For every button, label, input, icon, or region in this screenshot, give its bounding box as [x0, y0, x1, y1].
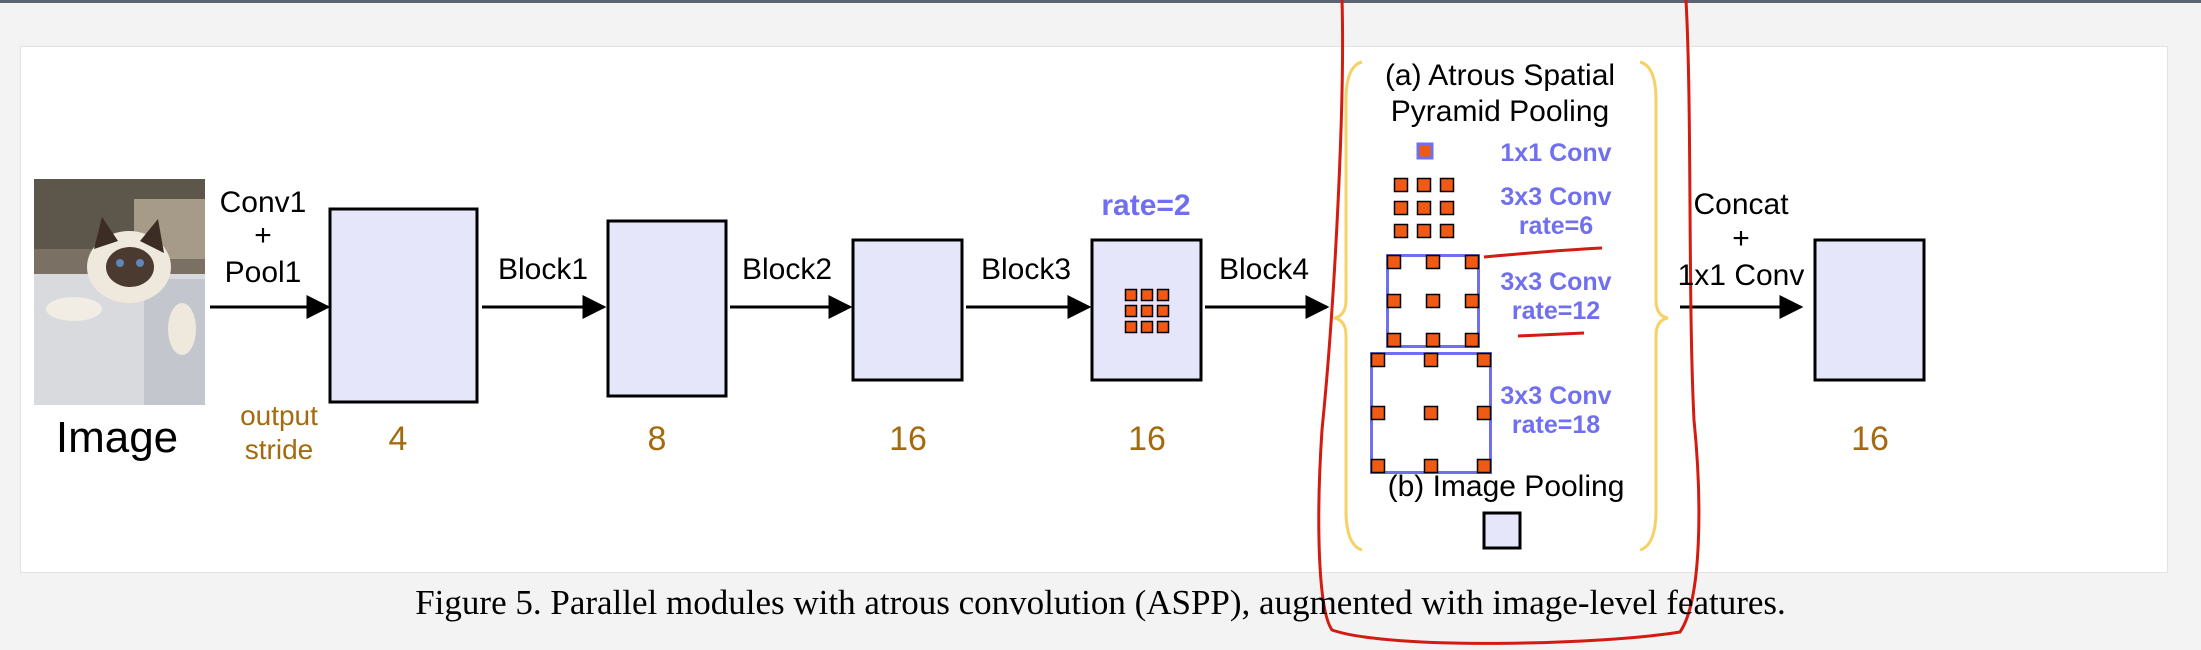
aspp-branch-rate18-line2: rate=18 [1512, 411, 1600, 439]
aspp-branch-rate12-line1: 3x3 Conv [1500, 268, 1611, 296]
aspp-title-line2: Pyramid Pooling [1391, 95, 1609, 128]
block1-label: Block1 [498, 253, 588, 286]
filter-tap [1124, 304, 1138, 318]
output-stride-label-line2: stride [245, 434, 313, 465]
feature-map-stride-8 [606, 219, 728, 398]
image-label: Image [56, 413, 178, 462]
filter-tap [1393, 223, 1409, 239]
filter-tap [1393, 177, 1409, 193]
red-ink-underline-rate-6 [1483, 246, 1603, 259]
aspp-right-brace [1639, 60, 1669, 552]
aspp-branch-1x1-line1: 1x1 Conv [1500, 139, 1611, 167]
filter-tap [1425, 254, 1441, 270]
filter-tap [1124, 320, 1138, 334]
feature-map-stride-16-output [1813, 238, 1926, 382]
filter-tap [1156, 304, 1170, 318]
filter-tap [1476, 352, 1492, 368]
filter-tap [1423, 405, 1439, 421]
filter-tap [1416, 223, 1432, 239]
stride-value-16-block3: 16 [889, 420, 927, 458]
filter-tap [1439, 223, 1455, 239]
stride-value-4: 4 [389, 420, 408, 458]
plus-label-1: + [254, 219, 272, 252]
filter-tap [1416, 200, 1432, 216]
filter-tap [1423, 352, 1439, 368]
filter-tap [1425, 293, 1441, 309]
stride-value-8: 8 [648, 420, 667, 458]
red-ink-outline-annotation [1317, 0, 1701, 645]
aspp-branch-rate12-line2: rate=12 [1512, 297, 1600, 325]
filter-tap [1140, 304, 1154, 318]
aspp-branch-rate6-line2: rate=6 [1519, 212, 1593, 240]
aspp-title-line1: (a) Atrous Spatial [1385, 59, 1615, 92]
filter-tap [1476, 458, 1492, 474]
filter-tap [1476, 405, 1492, 421]
conv1-label: Conv1 [220, 186, 307, 219]
aspp-filter-rate-12 [1386, 254, 1480, 348]
pool1-label: Pool1 [225, 256, 302, 289]
stride-value-16-output: 16 [1851, 420, 1889, 458]
aspp-1x1-filter [1416, 142, 1434, 160]
block2-label: Block2 [742, 253, 832, 286]
filter-tap [1370, 458, 1386, 474]
block4-label: Block4 [1219, 253, 1309, 286]
plus-label-2: + [1732, 222, 1750, 255]
figure-caption: Figure 5. Parallel modules with atrous c… [415, 583, 1786, 622]
input-image [34, 179, 205, 405]
image-pooling-box [1482, 511, 1522, 550]
filter-tap [1386, 254, 1402, 270]
aspp-branch-rate6-line1: 3x3 Conv [1500, 183, 1611, 211]
filter-tap [1439, 200, 1455, 216]
concat-label: Concat [1693, 188, 1789, 221]
filter-tap [1156, 320, 1170, 334]
image-pooling-label: (b) Image Pooling [1388, 470, 1625, 503]
filter-tap [1156, 288, 1170, 302]
filter-tap [1386, 293, 1402, 309]
red-ink-underline-rate-12 [1517, 331, 1585, 338]
aspp-left-brace [1333, 60, 1363, 552]
conv1x1-label: 1x1 Conv [1678, 259, 1805, 292]
filter-tap [1370, 352, 1386, 368]
feature-map-stride-4 [328, 207, 479, 404]
filter-tap [1124, 288, 1138, 302]
aspp-branch-rate18-line1: 3x3 Conv [1500, 382, 1611, 410]
filter-tap [1370, 405, 1386, 421]
filter-tap [1423, 458, 1439, 474]
feature-map-stride-16-block3 [851, 238, 964, 382]
filter-tap [1425, 332, 1441, 348]
filter-tap [1140, 288, 1154, 302]
filter-tap [1386, 332, 1402, 348]
window-top-bar [0, 0, 2201, 3]
block4-dilated-filter [1124, 288, 1170, 334]
output-stride-label-line1: output [240, 400, 318, 431]
stride-value-16-block4: 16 [1128, 420, 1166, 458]
aspp-filter-rate-6 [1393, 177, 1455, 239]
filter-tap [1464, 332, 1480, 348]
cat-photo-icon [34, 179, 205, 405]
filter-tap [1416, 177, 1432, 193]
block3-label: Block3 [981, 253, 1071, 286]
filter-tap [1393, 200, 1409, 216]
filter-tap [1439, 177, 1455, 193]
aspp-filter-rate-18 [1370, 352, 1492, 474]
filter-tap [1464, 254, 1480, 270]
filter-tap [1140, 320, 1154, 334]
block4-rate-label: rate=2 [1101, 189, 1190, 222]
filter-tap [1464, 293, 1480, 309]
